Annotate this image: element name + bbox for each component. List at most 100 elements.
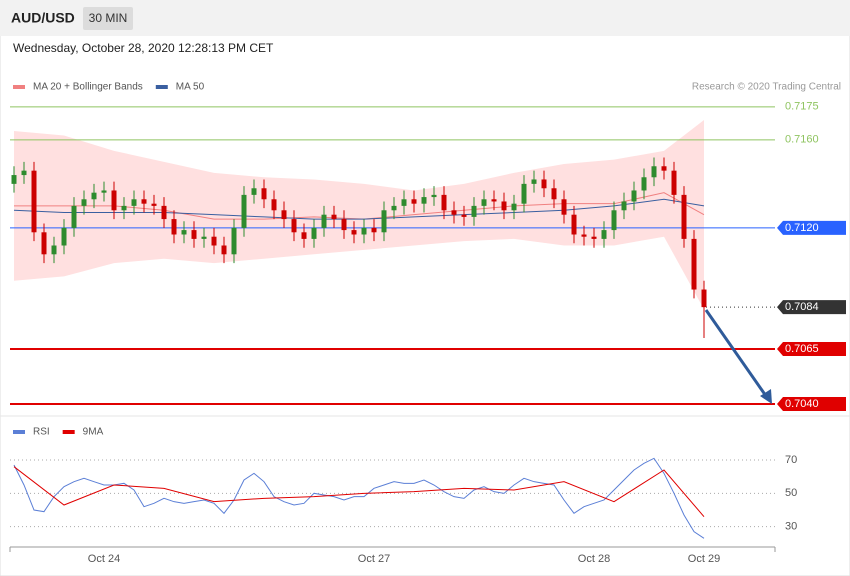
- candle-body: [691, 238, 697, 290]
- legend-swatch: [62, 430, 75, 434]
- annotation: Research © 2020 Trading Central: [692, 82, 841, 93]
- legend-label: MA 50: [176, 82, 205, 93]
- level-label: 0.7084: [785, 301, 819, 313]
- legend-swatch: [13, 85, 25, 89]
- candle-body: [41, 232, 47, 255]
- x-tick-label: Oct 29: [688, 553, 720, 565]
- level-label: 0.7160: [785, 134, 819, 146]
- candle-body: [181, 230, 187, 235]
- candle-body: [61, 227, 67, 246]
- candle-body: [251, 188, 257, 195]
- candle-body: [641, 177, 647, 191]
- candle-body: [171, 219, 177, 235]
- candle-body: [391, 205, 397, 211]
- level-box: [777, 300, 846, 315]
- level-label: 0.7120: [785, 222, 819, 234]
- candle-body: [381, 210, 387, 233]
- candle-body: [681, 194, 687, 239]
- level-label: 0.7175: [785, 101, 819, 113]
- candle-body: [471, 205, 477, 217]
- candle-body: [701, 289, 707, 308]
- timeframe-badge: [83, 7, 133, 30]
- candle-body: [541, 179, 547, 189]
- candle-body: [221, 245, 227, 255]
- candle-body: [191, 230, 197, 239]
- y-tick-label: 30: [785, 521, 797, 533]
- legend-swatch: [13, 430, 25, 434]
- candle-body: [621, 201, 627, 211]
- candle-body: [331, 214, 337, 220]
- candle-body: [271, 199, 277, 211]
- candle-body: [441, 194, 447, 211]
- candle-body: [431, 194, 437, 198]
- candle-body: [371, 227, 377, 233]
- candle-body: [521, 183, 527, 204]
- candle-body: [361, 227, 367, 235]
- candle-body: [91, 192, 97, 200]
- candle-body: [651, 166, 657, 178]
- candle-body: [81, 199, 87, 206]
- y-tick-label: 50: [785, 487, 797, 499]
- candle-body: [121, 205, 127, 211]
- candle-body: [611, 210, 617, 231]
- indicator-line: [13, 457, 705, 539]
- level-box: [777, 396, 846, 411]
- candle-body: [351, 230, 357, 235]
- candle-body: [241, 194, 247, 228]
- candle-body: [161, 205, 167, 220]
- x-tick-label: Oct 24: [88, 553, 120, 565]
- candle-body: [211, 236, 217, 246]
- candle-body: [141, 199, 147, 204]
- candle-body: [151, 203, 157, 206]
- candle-body: [511, 203, 517, 211]
- candle-body: [231, 227, 237, 255]
- candle-body: [291, 219, 297, 233]
- candle-body: [301, 232, 307, 239]
- candle-body: [571, 214, 577, 235]
- candle-body: [561, 199, 567, 215]
- candle-body: [501, 201, 507, 211]
- candle-body: [201, 236, 207, 239]
- candle-body: [631, 190, 637, 202]
- candle-body: [341, 219, 347, 231]
- candle-body: [481, 199, 487, 206]
- timestamp: Wednesday, October 28, 2020 12:28:13 PM …: [13, 41, 274, 55]
- candle-body: [321, 214, 327, 228]
- candle-body: [551, 188, 557, 200]
- candle-body: [591, 236, 597, 239]
- forecast-arrow: [704, 309, 768, 397]
- legend-label: 9MA: [83, 427, 104, 438]
- level-box: [777, 341, 846, 356]
- level-label: 0.7065: [785, 343, 819, 355]
- candle-body: [531, 179, 537, 184]
- x-tick-label: Oct 28: [578, 553, 610, 565]
- candle-body: [671, 170, 677, 195]
- timeframe: 30 MIN: [89, 11, 128, 25]
- candle-body: [101, 190, 107, 193]
- symbol: AUD/USD: [11, 10, 75, 26]
- candle-body: [491, 199, 497, 202]
- candle-body: [31, 170, 37, 233]
- legend-swatch: [155, 85, 168, 89]
- candle-body: [71, 205, 77, 228]
- candle-body: [451, 210, 457, 215]
- level-label: 0.7040: [785, 398, 819, 410]
- candle-body: [21, 170, 27, 176]
- candle-body: [421, 197, 427, 204]
- candle-body: [601, 230, 607, 239]
- candle-body: [11, 175, 17, 184]
- candle-body: [461, 214, 467, 217]
- candle-body: [281, 210, 287, 220]
- candle-body: [401, 199, 407, 206]
- candle-body: [131, 199, 137, 206]
- legend-label: MA 20 + Bollinger Bands: [33, 82, 143, 93]
- forecast-arrowhead: [760, 389, 772, 404]
- candle-body: [261, 188, 267, 200]
- candle-body: [661, 166, 667, 171]
- candle-body: [311, 227, 317, 239]
- candle-body: [111, 190, 117, 211]
- bollinger-band: [14, 120, 704, 310]
- indicator-line: [13, 466, 705, 517]
- legend-label: RSI: [33, 427, 50, 438]
- candle-body: [411, 199, 417, 204]
